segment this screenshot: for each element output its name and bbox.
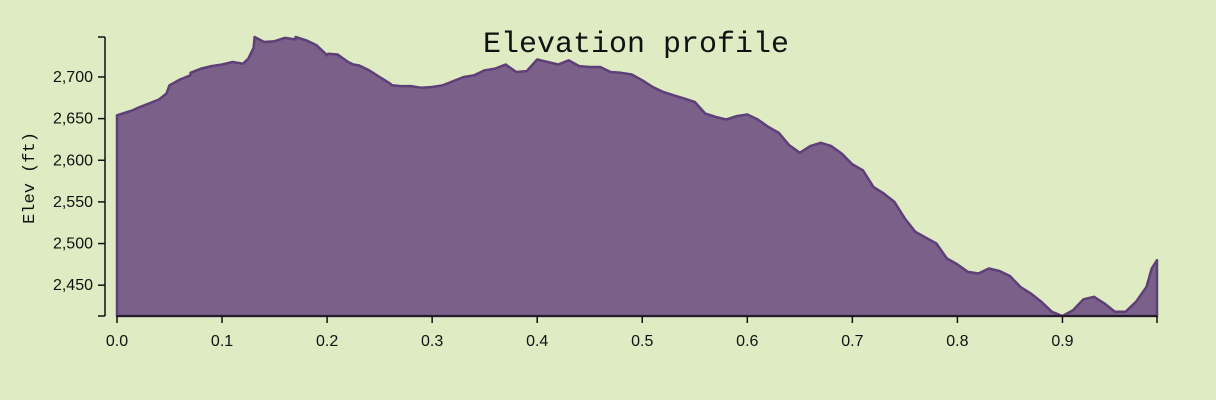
y-tick-label: 2,700 bbox=[53, 69, 93, 86]
x-tick-label: 0.9 bbox=[1051, 333, 1073, 350]
y-tick-label: 2,650 bbox=[53, 111, 93, 128]
x-tick-label: 0.1 bbox=[211, 333, 233, 350]
y-tick-label: 2,500 bbox=[53, 236, 93, 253]
y-tick-label: 2,450 bbox=[53, 277, 93, 294]
y-axis: 2,450 2,500 2,550 2,600 2,650 2,700 bbox=[53, 36, 106, 317]
x-tick-label: 0.2 bbox=[316, 333, 338, 350]
x-tick-label: 0.8 bbox=[946, 333, 968, 350]
chart-title: Elevation profile bbox=[483, 28, 789, 62]
x-tick-label: 0.3 bbox=[421, 333, 443, 350]
y-tick-label: 2,600 bbox=[53, 152, 93, 169]
x-axis: 0.0 0.1 0.2 0.3 0.4 0.5 0.6 0.7 0.8 0.9 bbox=[106, 315, 1158, 350]
x-tick-label: 0.5 bbox=[631, 333, 653, 350]
x-tick-label: 0.4 bbox=[526, 333, 548, 350]
x-tick-label: 0.7 bbox=[841, 333, 863, 350]
x-tick-label: 0.6 bbox=[736, 333, 758, 350]
elevation-area-series-0 bbox=[115, 35, 1159, 318]
y-axis-label: Elev (ft) bbox=[21, 132, 40, 224]
plot-area bbox=[115, 35, 1159, 318]
y-tick-label: 2,550 bbox=[53, 194, 93, 211]
x-tick-label: 0.0 bbox=[106, 333, 128, 350]
